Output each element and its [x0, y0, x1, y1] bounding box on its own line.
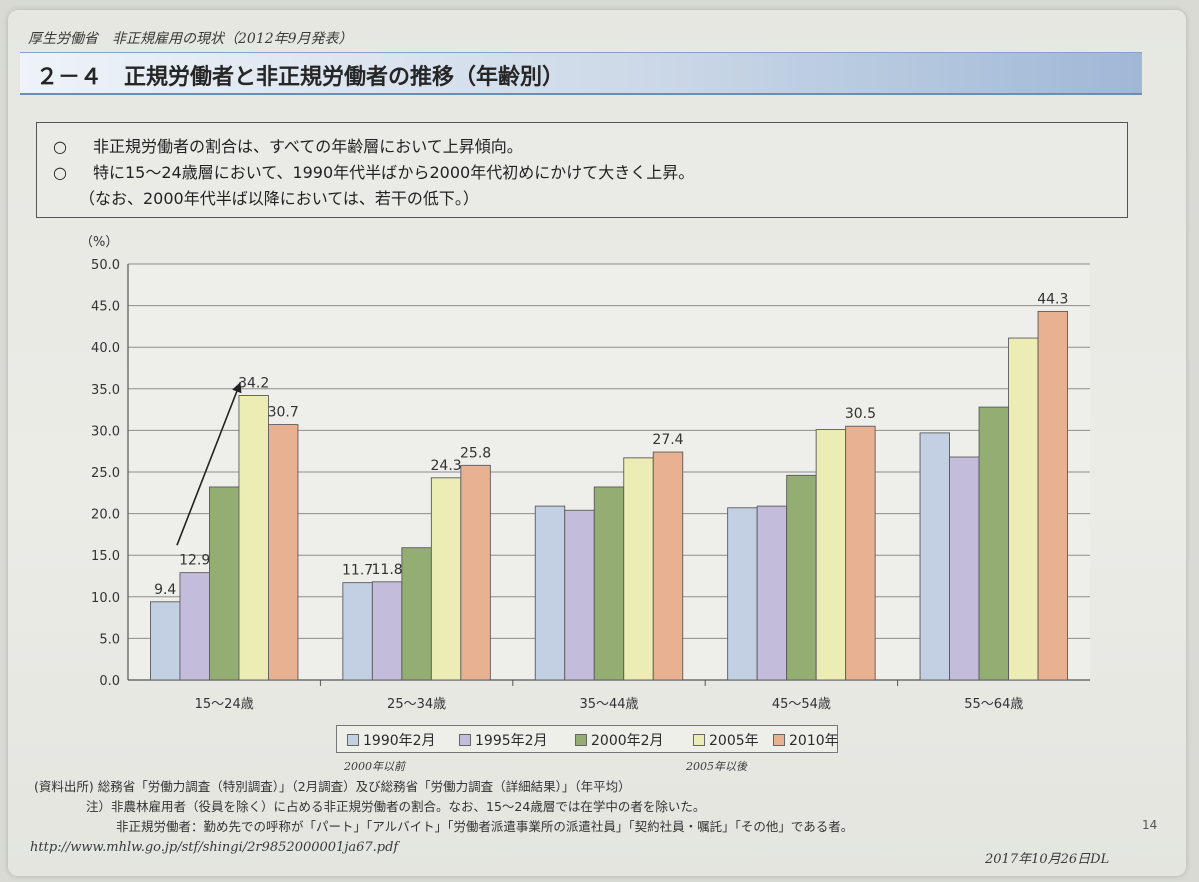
- handwritten-url: http://www.mhlw.go.jp/stf/shingi/2r98520…: [30, 840, 399, 855]
- bar: [727, 507, 758, 681]
- x-category-label: 25～34歳: [387, 697, 446, 712]
- trend-arrow-line: [176, 381, 242, 546]
- footnote-2: 非正規労働者：勤め先での呼称が「パート」「アルバイト」「労働者派遣事業所の派遣社…: [116, 819, 854, 834]
- y-tick-label: 30.0: [91, 424, 120, 439]
- legend-label: 2010年: [789, 733, 839, 749]
- handwritten-header-note: 厚生労働省 非正規雇用の現状（2012年9月発表）: [28, 31, 353, 47]
- legend-label: 1995年2月: [475, 733, 548, 749]
- data-label: 11.8: [372, 562, 403, 578]
- y-tick-label: 15.0: [91, 549, 120, 564]
- bar: [179, 572, 210, 681]
- data-label: 30.7: [268, 405, 299, 421]
- x-category-label: 35～44歳: [579, 697, 638, 712]
- data-label: 34.2: [238, 375, 269, 391]
- bar: [845, 425, 876, 681]
- x-category-label: 55～64歳: [964, 697, 1023, 712]
- slide-title: ２－４ 正規労働者と非正規労働者の推移（年齢別）: [36, 65, 565, 90]
- bar: [593, 486, 625, 681]
- data-label: 12.9: [179, 553, 210, 569]
- source-note: (資料出所) 総務省「労働力調査（特別調査）」（2月調査）及び総務省「労働力調査…: [34, 779, 631, 794]
- summary-line-3: （なお、2000年代半ば以降においては、若干の低下。）: [79, 189, 479, 208]
- legend-label: 2000年2月: [591, 733, 664, 749]
- y-unit-label: （%）: [80, 235, 118, 250]
- data-label: 25.8: [460, 445, 491, 461]
- legend-item: 2005年: [693, 730, 759, 750]
- bar: [1037, 310, 1069, 681]
- bar: [401, 547, 432, 681]
- y-tick-label: 10.0: [91, 591, 120, 606]
- bar: [149, 601, 181, 681]
- summary-line-2: ○ 特に15～24歳層において、1990年代半ばから2000年代初めにかけて大きく…: [53, 159, 694, 183]
- footnote-1: 注）非農林雇用者（役員を除く）に占める非正規労働者の割合。なお、15～24歳層で…: [86, 799, 706, 814]
- bar: [430, 477, 462, 681]
- y-tick-label: 50.0: [91, 258, 120, 273]
- legend-label: 2005年: [709, 733, 759, 749]
- chart-legend: 1990年2月 1995年2月 2000年2月 2005年 2010年: [336, 725, 839, 753]
- bar: [1008, 337, 1039, 681]
- legend-swatch: [459, 734, 471, 746]
- bar: [238, 395, 269, 681]
- bar: [815, 429, 847, 681]
- summary-line-1: ○ 非正規労働者の割合は、すべての年齢層において上昇傾向。: [53, 133, 523, 157]
- legend-item: 2000年2月: [575, 730, 664, 750]
- page-number: 14: [1142, 818, 1158, 832]
- y-tick-label: 45.0: [91, 300, 120, 315]
- bar: [623, 457, 654, 681]
- data-label: 24.3: [431, 458, 462, 474]
- bar: [342, 582, 373, 681]
- data-label: 44.3: [1037, 291, 1068, 307]
- summary-box: ○ 非正規労働者の割合は、すべての年齢層において上昇傾向。 ○ 特に15～24歳層に…: [36, 122, 1128, 218]
- y-tick-label: 25.0: [91, 466, 120, 481]
- data-label: 27.4: [652, 432, 683, 448]
- legend-swatch: [773, 734, 785, 746]
- handwritten-legend-note-2: 2005年以後: [686, 760, 747, 773]
- title-bar: ２－４ 正規労働者と非正規労働者の推移（年齢別）: [20, 52, 1142, 95]
- trend-arrow-head-icon: [232, 382, 242, 394]
- y-tick-label: 35.0: [91, 383, 120, 398]
- bar: [268, 424, 299, 681]
- bullet-circle-icon: ○: [53, 163, 67, 182]
- data-label: 30.5: [845, 406, 876, 422]
- legend-swatch: [575, 734, 587, 746]
- data-label: 9.4: [154, 582, 176, 598]
- x-category-label: 15～24歳: [195, 697, 254, 712]
- bar: [371, 581, 403, 681]
- y-tick-label: 5.0: [99, 632, 120, 647]
- summary-text-1: 非正規労働者の割合は、すべての年齢層において上昇傾向。: [93, 137, 523, 156]
- summary-text-2: 特に15～24歳層において、1990年代半ばから2000年代初めにかけて大きく上…: [93, 163, 695, 182]
- data-label: 11.7: [342, 563, 373, 579]
- handwritten-legend-note-1: 2000年以前: [344, 760, 405, 773]
- y-tick-label: 20.0: [91, 508, 120, 523]
- bar: [534, 505, 566, 681]
- bullet-circle-icon: ○: [53, 137, 67, 156]
- bar: [786, 474, 817, 681]
- legend-swatch: [347, 734, 359, 746]
- bar: [978, 406, 1009, 681]
- legend-swatch: [693, 734, 705, 746]
- bar: [919, 432, 950, 681]
- bar: [949, 456, 980, 681]
- bar: [564, 509, 595, 681]
- legend-item: 2010年: [773, 730, 839, 750]
- legend-item: 1995年2月: [459, 730, 548, 750]
- y-tick-label: 0.0: [99, 674, 120, 689]
- bar: [208, 486, 240, 681]
- y-tick-label: 40.0: [91, 341, 120, 356]
- x-category-label: 45～54歳: [772, 697, 831, 712]
- legend-label: 1990年2月: [363, 733, 436, 749]
- handwritten-download-date: 2017年10月26日DL: [985, 852, 1110, 867]
- bar: [460, 464, 491, 681]
- bar: [756, 505, 788, 681]
- legend-item: 1990年2月: [347, 730, 436, 750]
- bar: [652, 451, 684, 681]
